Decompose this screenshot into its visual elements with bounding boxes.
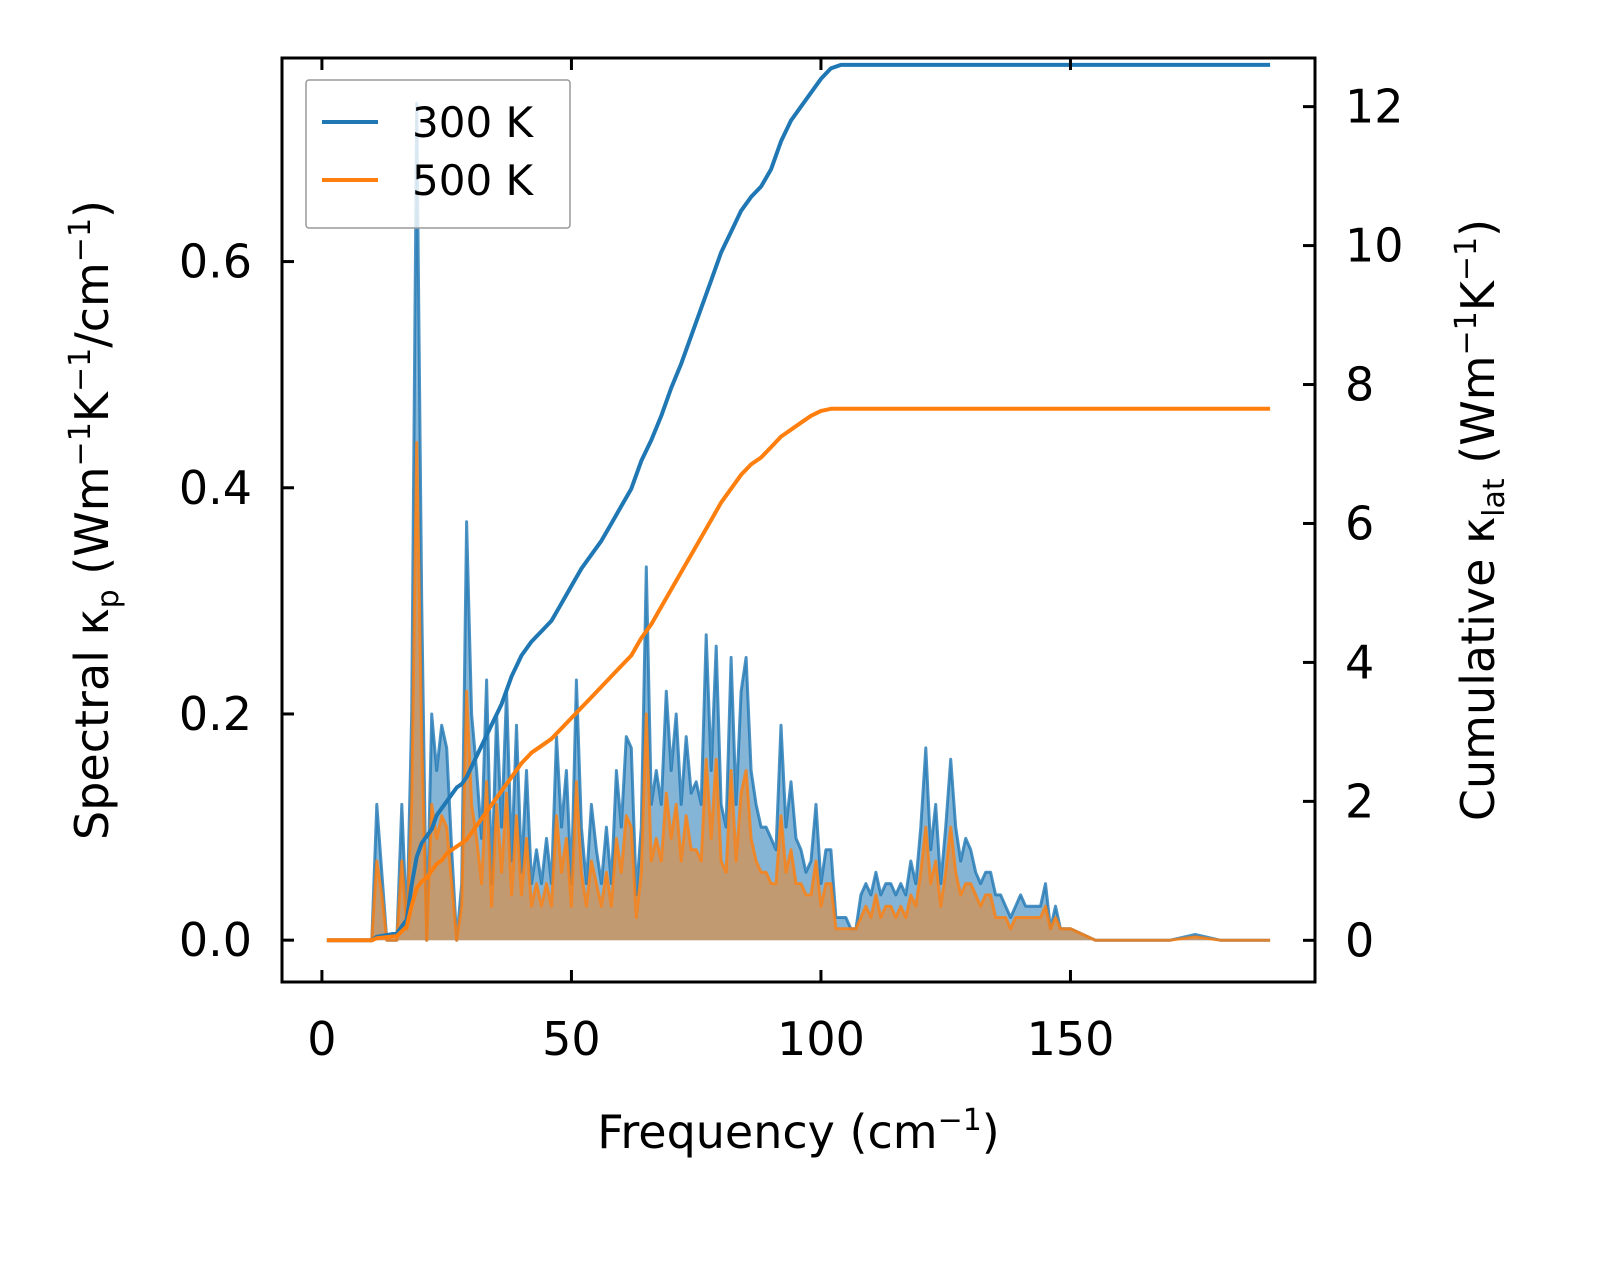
y-right-tick-label: 2 bbox=[1345, 774, 1374, 828]
x-tick-label: 50 bbox=[542, 1012, 601, 1066]
cumulative-line-300k bbox=[326, 62, 1271, 943]
y-right-tick-label: 0 bbox=[1345, 913, 1374, 967]
spectral-line-500k bbox=[326, 441, 1271, 942]
y-left-tick-label: 0.6 bbox=[179, 235, 252, 289]
axes-frame bbox=[280, 56, 1317, 984]
spectral-area-500k bbox=[326, 442, 1271, 941]
y-right-tick-label: 12 bbox=[1345, 80, 1404, 134]
y-left-tick-label: 0.2 bbox=[179, 687, 252, 741]
y-right-tick-label: 4 bbox=[1345, 635, 1374, 689]
x-tick-label: 150 bbox=[1027, 1012, 1115, 1066]
x-tick-label: 0 bbox=[307, 1012, 336, 1066]
plot-layer bbox=[326, 62, 1271, 943]
legend-label-300k: 300 K bbox=[412, 98, 535, 147]
y-right-tick-label: 10 bbox=[1345, 219, 1404, 273]
legend-label-500k: 500 K bbox=[412, 156, 535, 205]
x-axis-label: Frequency (cm−1) bbox=[597, 1103, 1000, 1159]
y-left-tick-label: 0.0 bbox=[179, 913, 252, 967]
ticks-layer: 0 50 100 150 0.0 0.2 0.4 0.6 0 2 4 6 8 10 12 bbox=[179, 58, 1404, 1066]
legend-box bbox=[305, 79, 571, 229]
y-right-tick-label: 8 bbox=[1345, 358, 1374, 412]
y-axis-left-label: Spectral κp (Wm−1K−1/cm−1) bbox=[63, 200, 126, 840]
spectral-line-300k bbox=[326, 101, 1271, 942]
x-tick-label: 100 bbox=[777, 1012, 865, 1066]
cumulative-line-500k bbox=[326, 406, 1271, 943]
y-right-tick-label: 6 bbox=[1345, 496, 1374, 550]
y-axis-right-label: Cumulative κlat (Wm−1K−1) bbox=[1449, 219, 1512, 821]
y-left-tick-label: 0.4 bbox=[179, 461, 252, 515]
legend: 300 K 500 K bbox=[305, 79, 571, 229]
